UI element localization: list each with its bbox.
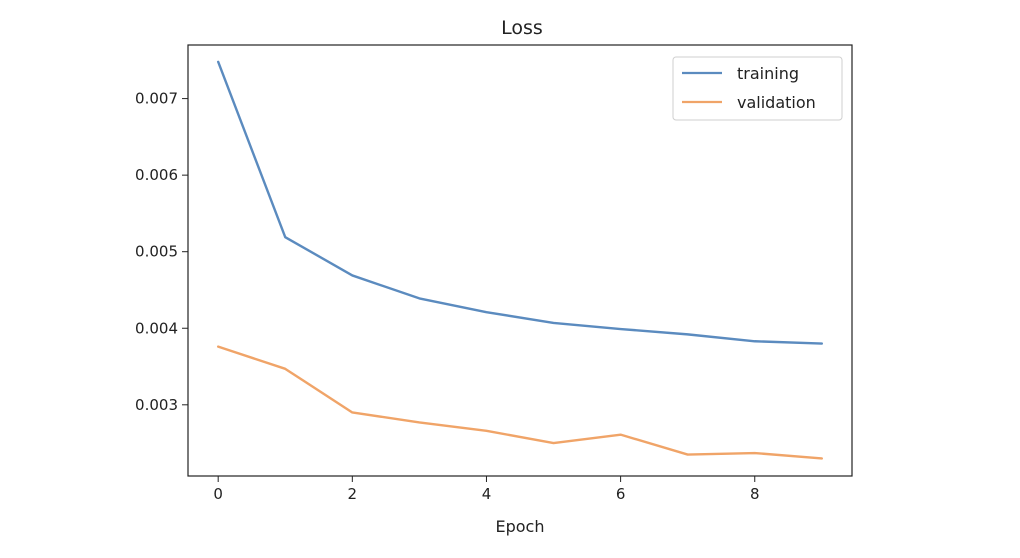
y-tick-label: 0.006 <box>135 166 178 184</box>
series-line-training <box>216 60 824 345</box>
plot-frame <box>187 44 853 477</box>
y-tick-label: 0.003 <box>135 396 178 414</box>
x-tick-label: 6 <box>616 485 626 503</box>
y-tick-label: 0.007 <box>135 90 178 108</box>
x-tick-label: 8 <box>750 485 760 503</box>
series-line-validation <box>216 345 824 460</box>
legend: training validation <box>672 56 843 121</box>
x-axis-label: Epoch <box>496 517 545 536</box>
y-tick-label: 0.005 <box>135 243 178 261</box>
legend-label-validation: validation <box>737 93 816 112</box>
y-tick-label: 0.004 <box>135 319 178 337</box>
x-tick-label: 0 <box>213 485 223 503</box>
x-tick-label: 4 <box>482 485 492 503</box>
chart-title: Loss <box>501 17 543 39</box>
x-tick-label: 2 <box>348 485 358 503</box>
legend-label-training: training <box>737 64 799 83</box>
